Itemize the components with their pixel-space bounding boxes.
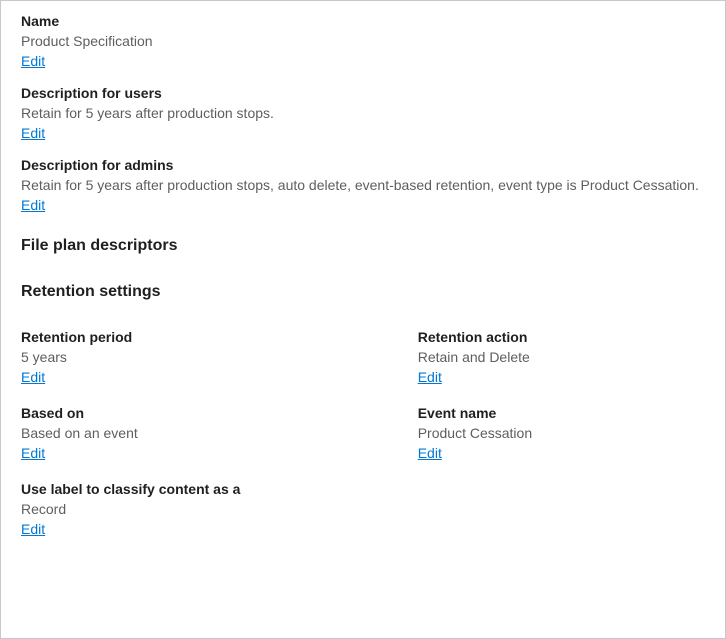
event-name-value: Product Cessation (418, 425, 705, 441)
classify-value: Record (21, 501, 418, 517)
desc-admins-value: Retain for 5 years after production stop… (21, 177, 705, 193)
based-on-value: Based on an event (21, 425, 418, 441)
desc-users-field: Description for users Retain for 5 years… (21, 85, 705, 143)
name-field: Name Product Specification Edit (21, 13, 705, 71)
retention-label-panel: Name Product Specification Edit Descript… (0, 0, 726, 639)
desc-admins-edit-link[interactable]: Edit (21, 197, 45, 213)
based-on-label: Based on (21, 405, 418, 421)
retention-settings-header: Retention settings (21, 283, 705, 301)
file-plan-header: File plan descriptors (21, 237, 705, 255)
retention-action-edit-link[interactable]: Edit (418, 369, 442, 385)
desc-users-label: Description for users (21, 85, 705, 101)
event-name-field: Event name Product Cessation Edit (418, 405, 705, 463)
classify-edit-link[interactable]: Edit (21, 521, 45, 537)
name-label: Name (21, 13, 705, 29)
retention-action-label: Retention action (418, 329, 705, 345)
retention-settings-grid: Retention period 5 years Edit Retention … (21, 329, 705, 557)
desc-admins-label: Description for admins (21, 157, 705, 173)
based-on-edit-link[interactable]: Edit (21, 445, 45, 461)
retention-period-label: Retention period (21, 329, 418, 345)
retention-action-field: Retention action Retain and Delete Edit (418, 329, 705, 387)
classify-field: Use label to classify content as a Recor… (21, 481, 418, 539)
name-value: Product Specification (21, 33, 705, 49)
name-edit-link[interactable]: Edit (21, 53, 45, 69)
event-name-edit-link[interactable]: Edit (418, 445, 442, 461)
based-on-field: Based on Based on an event Edit (21, 405, 418, 463)
retention-period-value: 5 years (21, 349, 418, 365)
retention-action-value: Retain and Delete (418, 349, 705, 365)
desc-users-edit-link[interactable]: Edit (21, 125, 45, 141)
retention-period-edit-link[interactable]: Edit (21, 369, 45, 385)
desc-admins-field: Description for admins Retain for 5 year… (21, 157, 705, 215)
retention-period-field: Retention period 5 years Edit (21, 329, 418, 387)
desc-users-value: Retain for 5 years after production stop… (21, 105, 705, 121)
event-name-label: Event name (418, 405, 705, 421)
classify-label: Use label to classify content as a (21, 481, 418, 497)
